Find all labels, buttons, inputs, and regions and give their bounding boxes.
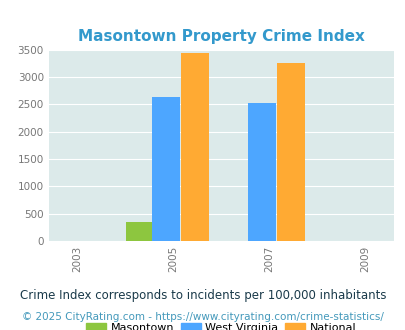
Text: © 2025 CityRating.com - https://www.cityrating.com/crime-statistics/: © 2025 CityRating.com - https://www.city… — [22, 313, 383, 322]
Text: Crime Index corresponds to incidents per 100,000 inhabitants: Crime Index corresponds to incidents per… — [20, 289, 385, 302]
Bar — [126, 222, 153, 241]
Bar — [247, 103, 275, 241]
Bar — [181, 53, 208, 241]
Legend: Masontown, West Virginia, National: Masontown, West Virginia, National — [83, 319, 359, 330]
Bar — [276, 63, 304, 241]
Bar — [152, 97, 179, 241]
Title: Masontown Property Crime Index: Masontown Property Crime Index — [78, 29, 364, 44]
